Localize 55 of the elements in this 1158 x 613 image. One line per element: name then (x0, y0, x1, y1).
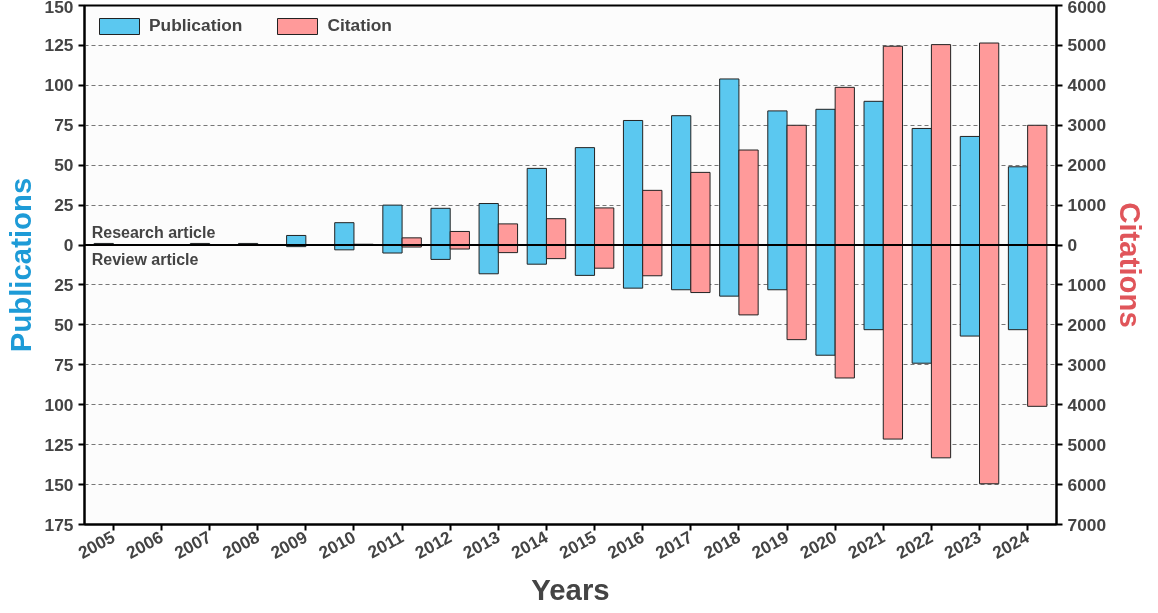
y-tick-label: 0 (63, 235, 74, 256)
x-tick-label: 2008 (219, 526, 263, 563)
y-tick-label: 50 (54, 314, 74, 335)
x-tick-label: 2021 (844, 526, 889, 563)
y-tick-label: 150 (44, 474, 74, 495)
x-axis-title: Years (531, 572, 610, 606)
x-tick-label: 2015 (555, 526, 600, 563)
y-tick-label: 75 (54, 115, 74, 136)
y-tick-label: 75 (54, 354, 74, 375)
y2-tick-label: 3000 (1067, 354, 1107, 375)
y-axis-title: Publications (3, 177, 37, 353)
y2-tick-label: 6000 (1067, 0, 1107, 17)
y-tick-label: 50 (54, 155, 74, 176)
y2-axis-title: Citations (1114, 202, 1148, 328)
y2-tick-label: 1000 (1067, 195, 1107, 216)
x-tick-label: 2024 (989, 526, 1033, 563)
x-tick-label: 2013 (459, 526, 504, 563)
x-tick-label: 2020 (796, 526, 840, 563)
y2-tick-label: 2000 (1067, 155, 1107, 176)
y-tick-label: 150 (44, 0, 74, 17)
x-tick-label: 2006 (122, 526, 167, 563)
y-tick-label: 25 (54, 274, 74, 295)
y2-tick-label: 5000 (1067, 434, 1107, 455)
x-tick-label: 2017 (652, 526, 696, 563)
x-tick-label: 2010 (315, 526, 359, 563)
y-tick-label: 100 (44, 394, 74, 415)
y2-tick-label: 4000 (1067, 394, 1107, 415)
y2-tick-label: 7000 (1067, 514, 1107, 535)
legend-label: Citation (327, 15, 392, 36)
annotation: Research article (91, 224, 216, 242)
x-tick-label: 2005 (74, 526, 119, 563)
y-tick-label: 100 (44, 75, 74, 96)
y2-tick-label: 0 (1067, 235, 1078, 256)
y-tick-label: 125 (44, 434, 74, 455)
x-tick-label: 2023 (940, 526, 985, 563)
y-tick-label: 125 (44, 35, 74, 56)
x-tick-label: 2016 (604, 526, 648, 563)
x-tick-label: 2014 (507, 526, 552, 563)
x-tick-label: 2009 (267, 526, 311, 563)
x-tick-label: 2007 (170, 526, 215, 563)
y2-tick-label: 1000 (1067, 274, 1107, 295)
y2-tick-label: 4000 (1067, 75, 1107, 96)
y2-tick-label: 6000 (1067, 474, 1107, 495)
x-tick-label: 2018 (700, 526, 745, 563)
x-tick-label: 2019 (748, 526, 792, 563)
y-tick-label: 175 (44, 514, 74, 535)
annotation: Review article (91, 251, 199, 269)
legend-label: Publication (149, 15, 243, 36)
x-tick-label: 2012 (411, 526, 456, 563)
y-tick-label: 25 (54, 195, 74, 216)
y2-tick-label: 5000 (1067, 35, 1107, 56)
x-tick-label: 2011 (364, 526, 408, 563)
x-tick-label: 2022 (892, 526, 937, 563)
y2-tick-label: 2000 (1067, 314, 1107, 335)
y2-tick-label: 3000 (1067, 115, 1107, 136)
